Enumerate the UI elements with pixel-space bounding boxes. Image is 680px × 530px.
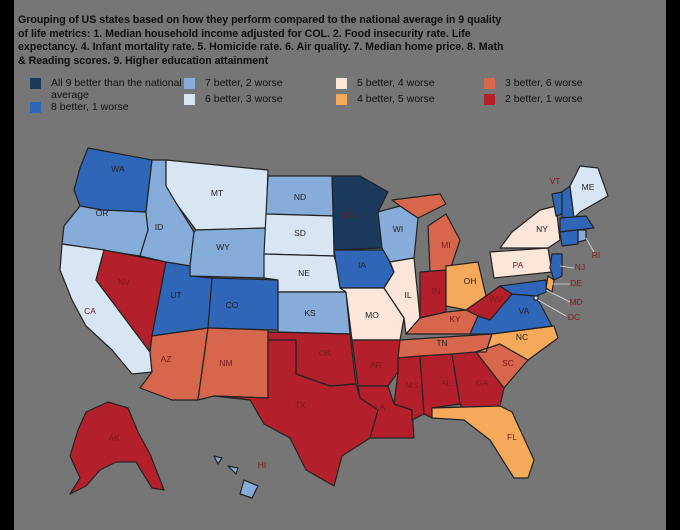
state-me[interactable] <box>569 165 609 219</box>
legend-swatch <box>336 94 347 105</box>
legend-swatch <box>484 94 495 105</box>
label-ri: RI <box>592 250 601 260</box>
label-ne: NE <box>298 268 310 278</box>
legend-item-4: 4 better, 5 worse <box>336 93 435 106</box>
legend-label: 5 better, 4 worse <box>357 77 435 89</box>
legend-item-3: 3 better, 6 worse <box>484 77 583 90</box>
label-dc: DC <box>568 312 580 322</box>
state-de[interactable] <box>545 275 555 293</box>
label-wa: WA <box>111 164 125 174</box>
label-mn: MN <box>343 210 356 220</box>
legend-label: 2 better, 1 worse <box>505 93 583 105</box>
legend-swatch <box>336 78 347 89</box>
state-fl[interactable] <box>431 405 535 479</box>
legend-label: 8 better, 1 worse <box>51 101 129 113</box>
state-la[interactable] <box>357 385 415 439</box>
legend-item-7: 7 better, 2 worse <box>184 77 283 90</box>
leader-lines <box>537 237 595 317</box>
legend: All 9 better than the national average 8… <box>22 77 662 118</box>
label-ky: KY <box>449 314 461 324</box>
label-ut: UT <box>170 290 181 300</box>
label-id: ID <box>155 222 164 232</box>
map-title: Grouping of US states based on how they … <box>18 14 504 67</box>
legend-label: 6 better, 3 worse <box>205 93 283 105</box>
state-ak[interactable] <box>69 401 165 495</box>
state-dc[interactable] <box>533 295 539 301</box>
label-nv: NV <box>118 277 130 287</box>
legend-swatch <box>484 78 495 89</box>
state-ma[interactable] <box>559 215 595 233</box>
label-in: IN <box>432 286 441 296</box>
label-hi: HI <box>258 460 267 470</box>
label-ga: GA <box>476 378 489 388</box>
label-az: AZ <box>161 354 172 364</box>
label-ak: AK <box>108 433 120 443</box>
label-pa: PA <box>513 260 524 270</box>
label-ia: IA <box>358 260 366 270</box>
state-wy[interactable] <box>189 227 267 279</box>
label-de: DE <box>570 278 582 288</box>
label-oh: OH <box>464 276 477 286</box>
state-hi[interactable] <box>213 455 259 499</box>
legend-item-8: 8 better, 1 worse <box>30 101 129 114</box>
label-ms: MS <box>406 380 419 390</box>
legend-item-2: 2 better, 1 worse <box>484 93 583 106</box>
label-or: OR <box>96 208 109 218</box>
state-nm[interactable] <box>197 327 269 401</box>
legend-swatch <box>30 78 41 89</box>
legend-label: 4 better, 5 worse <box>357 93 435 105</box>
state-ar[interactable] <box>351 339 401 387</box>
legend-item-6: 6 better, 3 worse <box>184 93 283 106</box>
legend-item-all9: All 9 better than the national average <box>30 77 190 101</box>
state-ri[interactable] <box>577 229 587 243</box>
label-mt: MT <box>211 188 223 198</box>
label-va: VA <box>519 306 530 316</box>
state-nj[interactable] <box>549 253 563 281</box>
label-vt: VT <box>550 176 561 186</box>
state-mi[interactable] <box>391 193 461 273</box>
label-ok: OK <box>319 348 332 358</box>
state-wa[interactable] <box>73 147 153 213</box>
label-tx: TX <box>295 400 306 410</box>
label-mi: MI <box>441 240 450 250</box>
legend-swatch <box>184 78 195 89</box>
legend-swatch <box>30 102 41 113</box>
label-fl: FL <box>507 432 517 442</box>
state-co[interactable] <box>207 277 279 331</box>
label-ks: KS <box>304 308 316 318</box>
legend-label: 7 better, 2 worse <box>205 77 283 89</box>
label-nm: NM <box>219 358 232 368</box>
label-wi: WI <box>393 224 403 234</box>
label-la: LA <box>375 402 386 412</box>
label-sc: SC <box>502 358 514 368</box>
state-md[interactable] <box>499 279 547 297</box>
legend-swatch <box>184 94 195 105</box>
label-tn: TN <box>436 338 447 348</box>
label-md: MD <box>569 297 582 307</box>
state-ny[interactable] <box>499 205 561 249</box>
legend-item-5: 5 better, 4 worse <box>336 77 435 90</box>
state-ct[interactable] <box>559 229 579 247</box>
label-nj: NJ <box>575 262 585 272</box>
label-ca: CA <box>84 306 96 316</box>
state-tx[interactable] <box>213 339 379 487</box>
label-wv: WV <box>489 294 503 304</box>
label-al: AL <box>441 378 452 388</box>
state-il[interactable] <box>383 257 421 335</box>
label-il: IL <box>404 290 411 300</box>
legend-label: 3 better, 6 worse <box>505 77 583 89</box>
label-me: ME <box>582 182 595 192</box>
label-mo: MO <box>365 310 379 320</box>
label-nc: NC <box>516 332 528 342</box>
label-wy: WY <box>216 242 230 252</box>
legend-label: All 9 better than the national average <box>51 77 182 101</box>
label-nd: ND <box>294 192 306 202</box>
label-ar: AR <box>370 360 382 370</box>
label-ny: NY <box>536 224 548 234</box>
label-co: CO <box>226 300 239 310</box>
label-sd: SD <box>294 228 306 238</box>
